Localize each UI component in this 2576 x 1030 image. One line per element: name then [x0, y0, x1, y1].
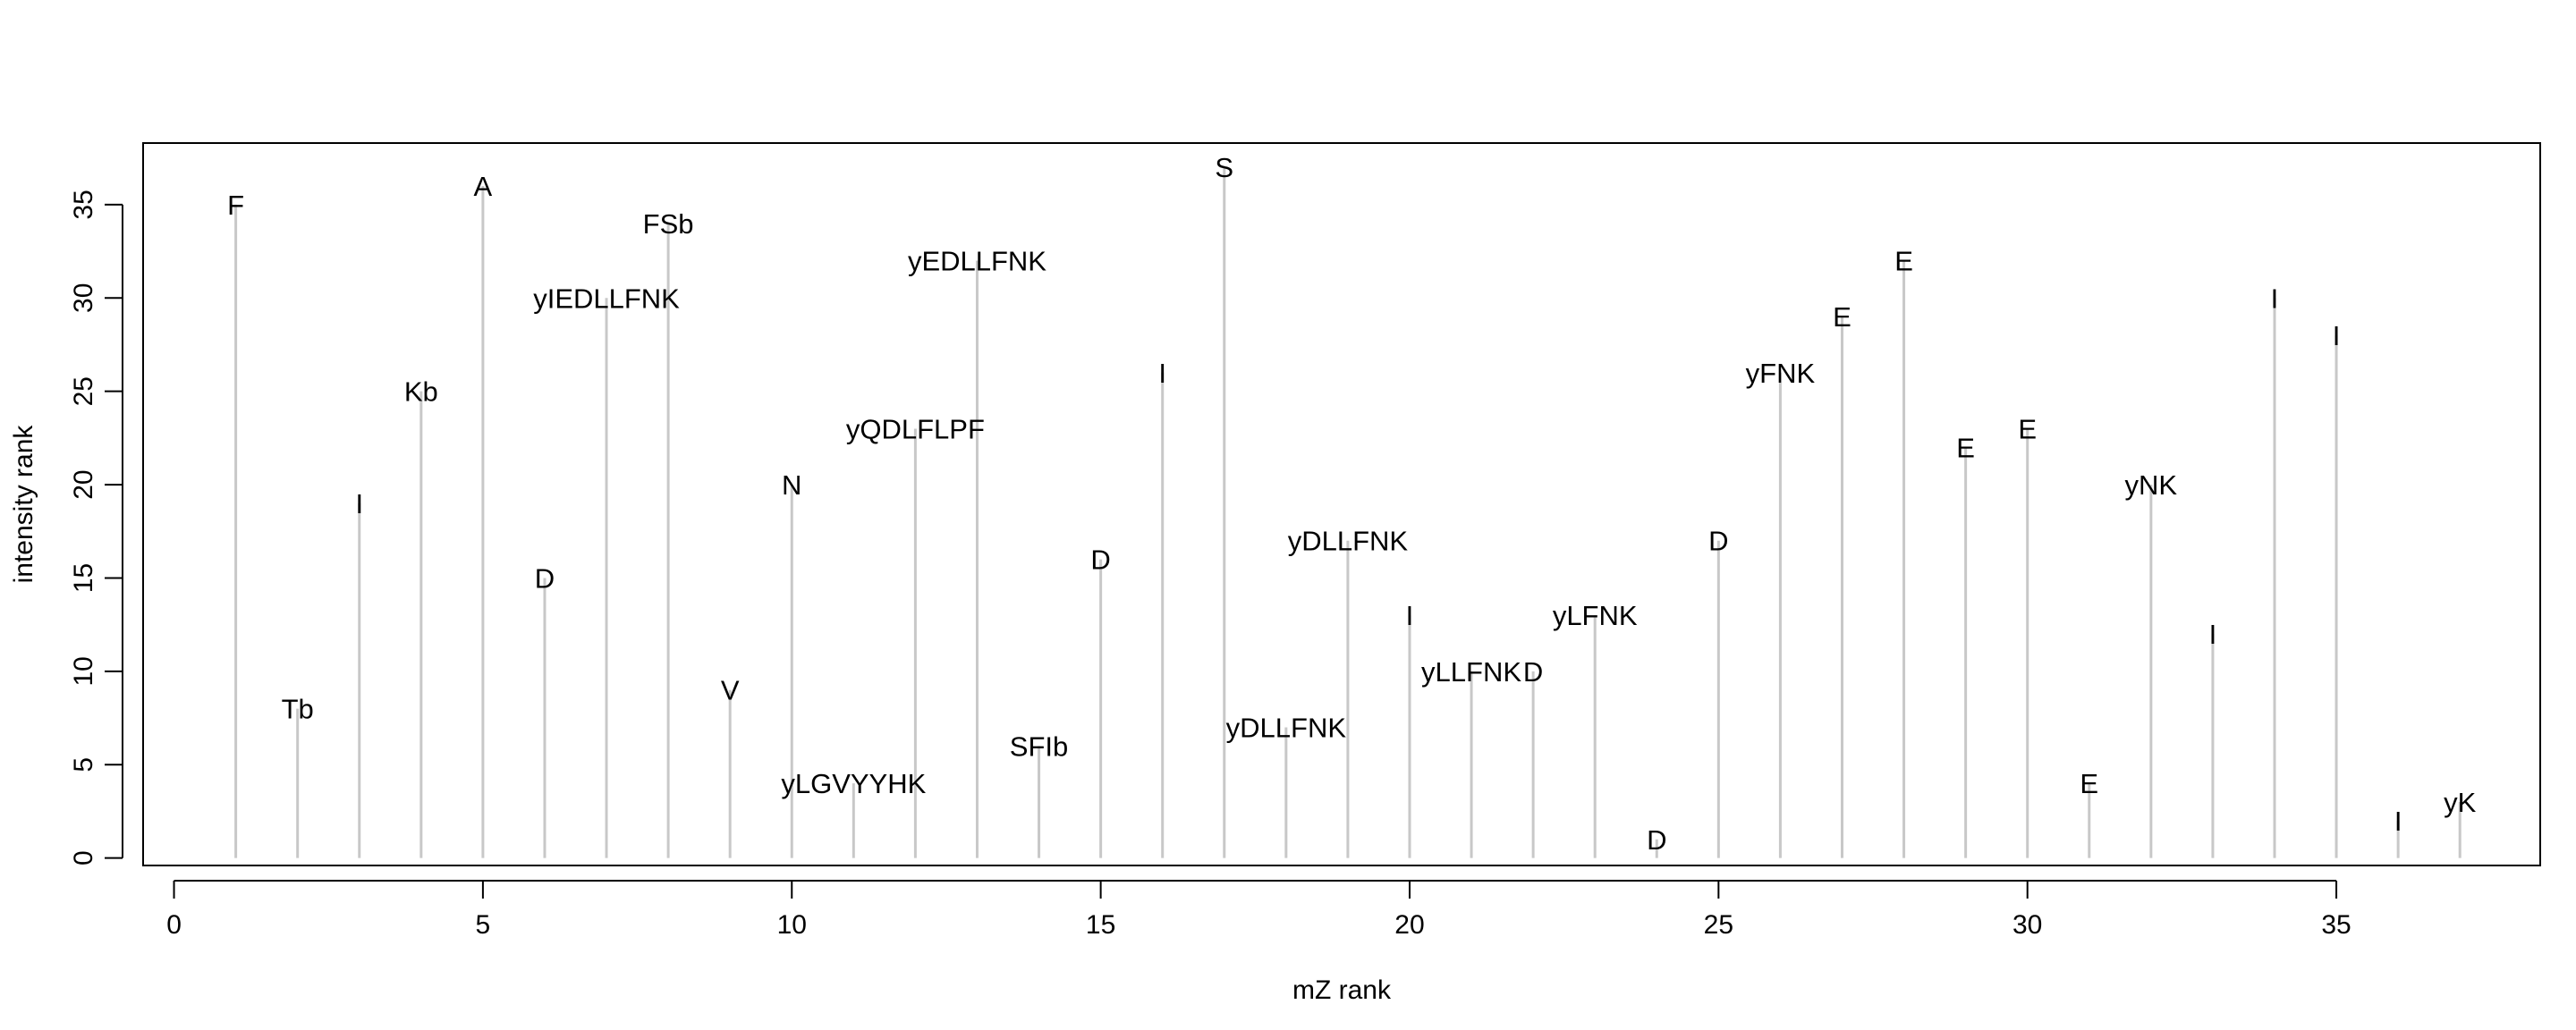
peak-label: F — [227, 190, 244, 221]
y-tick-label: 5 — [69, 757, 98, 772]
peak-label: D — [1090, 545, 1110, 576]
peak-label: yFNK — [1746, 358, 1816, 389]
peak-label: I — [2394, 806, 2402, 837]
peak-label: yK — [2444, 787, 2477, 818]
x-tick-label: 35 — [2321, 910, 2351, 940]
x-tick-label: 0 — [166, 910, 182, 940]
y-tick-label: 20 — [69, 469, 98, 499]
peak-label: E — [1833, 301, 1852, 333]
peak-label: I — [1406, 600, 1414, 631]
peak-label: E — [1894, 246, 1913, 277]
peak-label: N — [782, 469, 801, 501]
peak-label: FSb — [643, 208, 694, 240]
y-tick-label: 0 — [69, 850, 98, 865]
y-tick-label: 25 — [69, 376, 98, 406]
peak-label: yDLLFNK — [1288, 526, 1409, 557]
peak-label: I — [355, 488, 363, 519]
peak-label: D — [1523, 656, 1543, 688]
peak-label: SFIb — [1010, 730, 1068, 762]
peak-label: yNK — [2125, 469, 2178, 501]
peak-label: I — [2271, 283, 2279, 314]
y-axis-title: intensity rank — [9, 425, 38, 584]
peak-label: yLFNK — [1553, 600, 1638, 631]
x-axis: 0 5 10 15 20 25 30 35 — [166, 880, 2351, 940]
peak-label: D — [1708, 526, 1728, 557]
y-tick-label: 10 — [69, 656, 98, 686]
peak-label: yLGVYYHK — [781, 768, 926, 799]
peak-label: I — [1158, 358, 1166, 389]
peak-label: yEDLLFNK — [908, 246, 1046, 277]
peak-label: I — [2333, 320, 2341, 351]
peak-label: I — [2209, 619, 2217, 650]
x-axis-title: mZ rank — [1292, 975, 1392, 1005]
peak-label: E — [2080, 768, 2098, 799]
peak-label: D — [535, 562, 555, 594]
x-tick-label: 25 — [1704, 910, 1733, 940]
stems — [234, 167, 2462, 858]
peak-label: S — [1215, 152, 1233, 183]
x-tick-label: 5 — [476, 910, 491, 940]
peak-label: A — [474, 171, 493, 202]
peak-label: D — [1647, 824, 1666, 856]
y-axis: 0 5 10 15 20 25 30 35 — [69, 190, 123, 865]
plot-area — [142, 142, 2541, 866]
peak-label: V — [721, 675, 740, 706]
y-tick-label: 30 — [69, 283, 98, 313]
x-tick-label: 15 — [1086, 910, 1115, 940]
peak-label: yLLFNK — [1421, 656, 1521, 688]
x-tick-label: 20 — [1394, 910, 1424, 940]
peak-label: Kb — [404, 376, 438, 408]
peak-label: Tb — [282, 694, 314, 725]
peak-label: yQDLFLPF — [846, 413, 985, 444]
y-tick-label: 15 — [69, 563, 98, 593]
x-tick-label: 30 — [2012, 910, 2042, 940]
y-tick-label: 35 — [69, 190, 98, 219]
x-tick-label: 10 — [777, 910, 807, 940]
peak-label: yIEDLLFNK — [533, 283, 680, 314]
peak-label: E — [2018, 413, 2037, 444]
peak-label: yDLLFNK — [1226, 712, 1347, 743]
peak-label: E — [1956, 432, 1975, 463]
